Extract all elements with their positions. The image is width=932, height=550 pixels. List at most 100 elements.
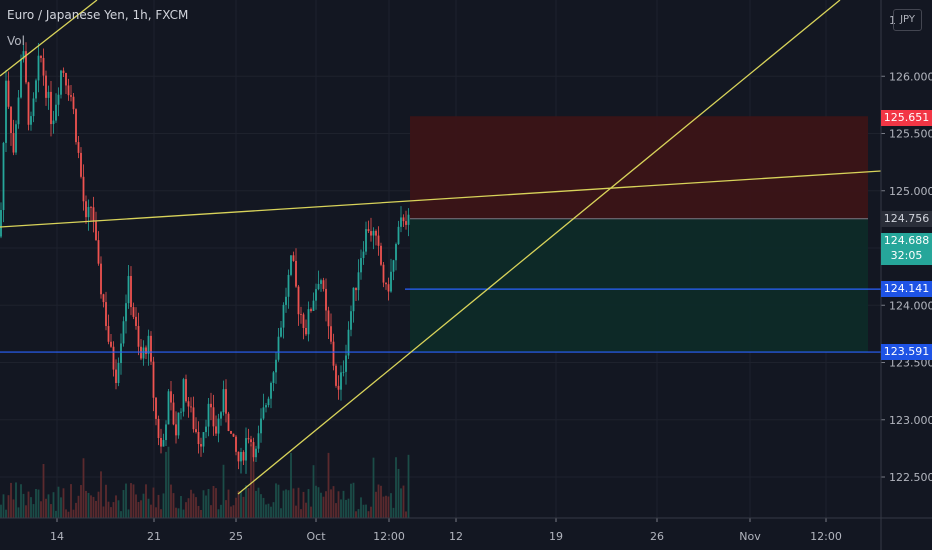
volume-bar bbox=[142, 493, 145, 518]
candle-body bbox=[397, 226, 400, 245]
volume-bar bbox=[187, 498, 190, 518]
volume-bar bbox=[70, 484, 72, 518]
candle-body bbox=[352, 287, 355, 312]
candle-body bbox=[35, 80, 37, 99]
candle-body bbox=[145, 347, 147, 354]
candle-body bbox=[365, 229, 367, 252]
volume-bar bbox=[290, 452, 292, 518]
candle-body bbox=[350, 311, 352, 330]
volume-bar bbox=[270, 506, 272, 518]
candle-body bbox=[260, 418, 262, 434]
volume-indicator-label[interactable]: Vol bbox=[7, 34, 25, 48]
reward-zone bbox=[410, 218, 868, 353]
candle-body bbox=[390, 271, 392, 292]
volume-bar bbox=[375, 491, 377, 518]
candle-body bbox=[177, 412, 180, 436]
candle-body bbox=[240, 451, 242, 462]
volume-bar bbox=[172, 493, 175, 518]
volume-bar bbox=[230, 506, 232, 518]
volume-bar bbox=[102, 506, 105, 518]
resistance-trend-line bbox=[0, 170, 882, 228]
currency-button[interactable]: JPY bbox=[893, 9, 922, 31]
candle-body bbox=[125, 303, 127, 322]
volume-bar bbox=[55, 510, 57, 518]
volume-bar bbox=[82, 458, 85, 518]
volume-bar bbox=[245, 485, 247, 518]
volume-bar bbox=[105, 484, 107, 518]
candle-body bbox=[95, 221, 97, 241]
volume-bar bbox=[237, 490, 240, 518]
candle-body bbox=[87, 207, 90, 218]
candle-body bbox=[70, 95, 72, 97]
volume-bar bbox=[22, 493, 25, 518]
volume-bar bbox=[60, 497, 62, 518]
candle-body bbox=[115, 369, 117, 384]
candle-body bbox=[117, 363, 120, 384]
volume-bar bbox=[345, 499, 347, 518]
candle-body bbox=[327, 310, 330, 327]
volume-bar bbox=[250, 444, 252, 518]
volume-bar bbox=[157, 494, 160, 518]
volume-bar bbox=[390, 493, 392, 518]
volume-bar bbox=[295, 505, 297, 518]
volume-bar bbox=[262, 497, 265, 518]
volume-bar bbox=[335, 503, 337, 518]
candle-body bbox=[130, 276, 132, 308]
y-tick-label: 126.000 bbox=[889, 70, 932, 83]
volume-bar bbox=[5, 509, 7, 518]
volume-bar bbox=[392, 507, 395, 518]
candle-body bbox=[317, 283, 320, 290]
volume-bar bbox=[162, 493, 165, 518]
upper-trend-line bbox=[0, 0, 98, 77]
volume-bar bbox=[357, 509, 360, 518]
y-tick-label: 125.500 bbox=[889, 128, 932, 141]
volume-bar bbox=[405, 511, 407, 518]
candle-body bbox=[387, 284, 390, 292]
candle-body bbox=[120, 343, 122, 364]
candle-body bbox=[322, 280, 325, 289]
volume-bar bbox=[35, 489, 37, 518]
volume-bar bbox=[402, 485, 405, 518]
volume-bar bbox=[307, 489, 310, 518]
candle-body bbox=[262, 407, 265, 419]
volume-bar bbox=[397, 468, 400, 518]
volume-bar bbox=[207, 489, 210, 518]
volume-bars bbox=[0, 444, 410, 518]
last-price-label: 124.688 32:05 bbox=[881, 233, 932, 265]
volume-bar bbox=[130, 483, 132, 518]
volume-bar bbox=[85, 490, 87, 518]
horizontal-line-label-1: 124.141 bbox=[881, 281, 932, 297]
volume-bar bbox=[292, 488, 295, 518]
volume-bar bbox=[267, 503, 270, 518]
volume-bar bbox=[247, 488, 250, 518]
symbol-title[interactable]: Euro / Japanese Yen, 1h, FXCM bbox=[7, 8, 189, 22]
volume-bar bbox=[315, 485, 317, 518]
volume-bar bbox=[257, 487, 260, 518]
candle-body bbox=[310, 309, 312, 311]
volume-bar bbox=[332, 486, 335, 518]
candle-body bbox=[380, 245, 382, 265]
volume-bar bbox=[222, 464, 225, 518]
x-tick-label: 19 bbox=[549, 530, 563, 543]
volume-bar bbox=[360, 497, 362, 518]
candle-body bbox=[5, 80, 7, 143]
candle-body bbox=[307, 309, 310, 335]
drawing-lines[interactable] bbox=[0, 0, 882, 495]
volume-bar bbox=[365, 504, 367, 518]
candle-body bbox=[12, 133, 15, 153]
candle-body bbox=[22, 51, 25, 60]
candle-body bbox=[135, 316, 137, 326]
candle-body bbox=[62, 70, 65, 73]
y-tick-label: 124.000 bbox=[889, 299, 932, 312]
support-trend-line bbox=[237, 0, 841, 495]
candle-body bbox=[152, 361, 155, 398]
position-zones[interactable] bbox=[410, 116, 868, 353]
volume-bar bbox=[240, 492, 242, 518]
x-tick-label: Oct bbox=[306, 530, 326, 543]
volume-bar bbox=[327, 452, 330, 518]
candle-body bbox=[180, 411, 182, 413]
candle-body bbox=[347, 329, 350, 356]
volume-bar bbox=[367, 511, 370, 518]
candle-body bbox=[157, 418, 160, 439]
